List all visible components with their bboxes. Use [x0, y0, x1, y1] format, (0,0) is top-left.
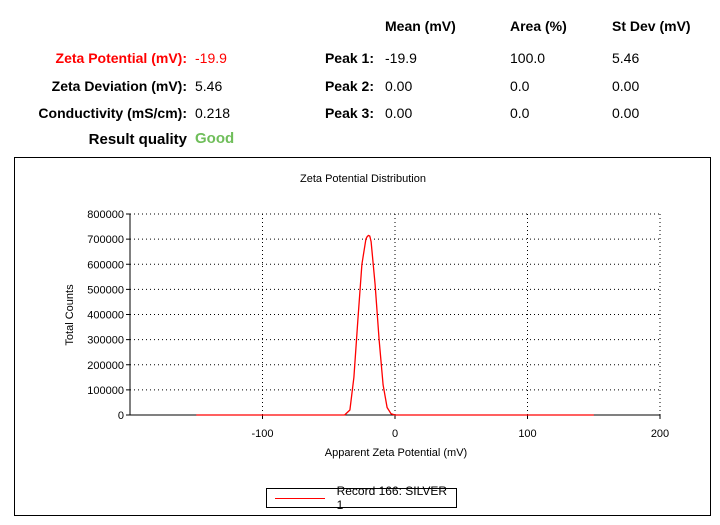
y-tick-label-800000: 800000: [87, 209, 124, 221]
x-tick-label-200: 200: [651, 428, 669, 440]
y-tick-label-200000: 200000: [87, 360, 124, 372]
peak-1-label: Peak 1:: [324, 50, 374, 66]
x-tick-label-100: 100: [518, 428, 536, 440]
peak-3-mean: 0.00: [385, 105, 413, 121]
y-tick-label-700000: 700000: [87, 234, 124, 246]
y-tick-label-600000: 600000: [87, 259, 124, 271]
y-tick-label-100000: 100000: [87, 385, 124, 397]
legend-label-record-166: Record 166: SILVER 1: [336, 484, 448, 512]
chart-panel: [14, 157, 711, 516]
zeta-deviation-value: 5.46: [195, 78, 223, 94]
header-area: Area (%): [510, 18, 567, 34]
peak-3-area: 0.0: [510, 105, 530, 121]
chart-title: Zeta Potential Distribution: [300, 173, 426, 185]
grid-layer: [130, 213, 661, 415]
result-quality-label: Result quality: [88, 131, 187, 148]
peak-1-stdev: 5.46: [612, 50, 640, 66]
conductivity-value: 0.218: [195, 105, 231, 121]
y-tick-label-0: 0: [118, 410, 124, 422]
peak-1-area: 100.0: [510, 50, 546, 66]
conductivity-label: Conductivity (mS/cm):: [38, 105, 187, 121]
peak-2-stdev: 0.00: [612, 78, 640, 94]
peak-2-label: Peak 2:: [324, 78, 374, 94]
peak-2-mean: 0.00: [385, 78, 413, 94]
series-line-0: [196, 234, 594, 416]
series-layer: [196, 234, 594, 416]
x-tick-label-0: 0: [392, 428, 398, 440]
x-tick-label--100: -100: [251, 428, 273, 440]
header-stdev: St Dev (mV): [612, 18, 691, 34]
peak-3-stdev: 0.00: [612, 105, 640, 121]
chart-legend: Record 166: SILVER 1: [266, 484, 457, 512]
header-mean: Mean (mV): [385, 18, 456, 34]
x-axis-label: Apparent Zeta Potential (mV): [325, 447, 467, 459]
legend-swatch-record-166: [275, 497, 325, 499]
zeta-potential-value: -19.9: [195, 50, 227, 66]
y-tick-label-300000: 300000: [87, 335, 124, 347]
peak-2-area: 0.0: [510, 78, 530, 94]
peak-1-mean: -19.9: [385, 50, 417, 66]
result-quality-value: Good: [195, 130, 235, 147]
y-tick-label-500000: 500000: [87, 284, 124, 296]
peak-3-label: Peak 3:: [324, 105, 374, 121]
zeta-deviation-label: Zeta Deviation (mV):: [51, 78, 187, 94]
y-axis-label: Total Counts: [64, 284, 76, 346]
y-tick-label-400000: 400000: [87, 310, 124, 322]
ticks-layer: 0 100000 200000 300000 400000 500000 600000 700…: [87, 209, 669, 440]
zeta-potential-label: Zeta Potential (mV):: [55, 50, 187, 66]
